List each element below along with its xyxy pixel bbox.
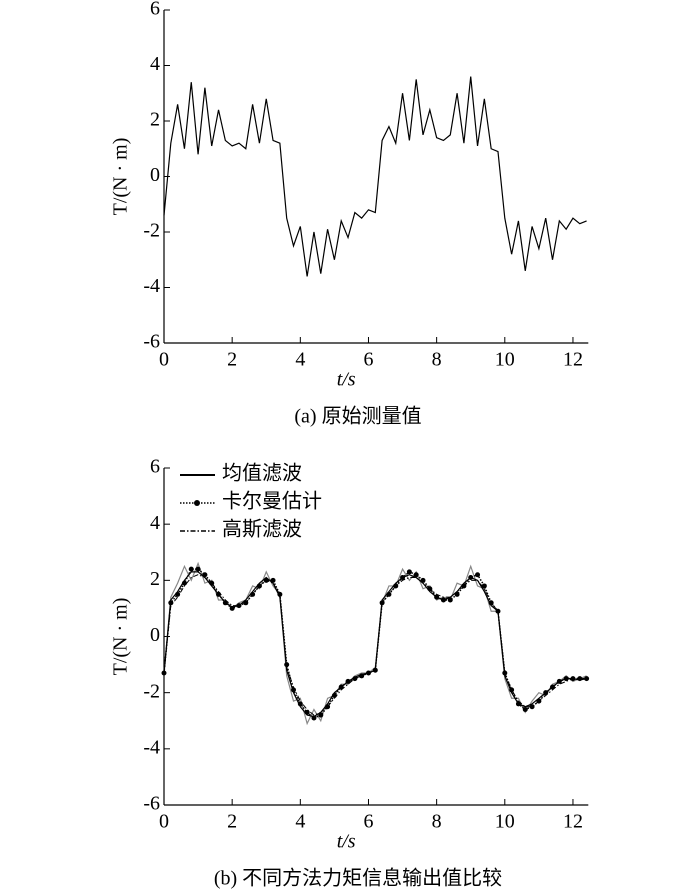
legend-label: 高斯滤波 — [222, 518, 302, 541]
x-tick-label: 4 — [295, 349, 305, 371]
marker — [563, 676, 569, 682]
x-tick-label: 6 — [363, 811, 373, 833]
y-tick-label: -6 — [143, 793, 160, 815]
marker — [236, 603, 242, 609]
y-tick-label: 4 — [150, 512, 160, 534]
marker — [270, 577, 276, 583]
marker — [400, 575, 406, 581]
x-tick-label: 2 — [227, 811, 237, 833]
marker — [168, 600, 174, 606]
x-tick-label: 8 — [432, 349, 442, 371]
x-tick-label: 0 — [159, 349, 169, 371]
x-axis-label: t/s — [337, 831, 356, 853]
marker — [584, 676, 590, 682]
x-tick-label: 8 — [432, 811, 442, 833]
y-tick-label: -2 — [143, 680, 160, 702]
y-tick-label: 6 — [150, 456, 160, 478]
marker — [556, 678, 562, 684]
marker — [468, 575, 474, 581]
marker — [475, 572, 481, 578]
y-axis-label: T/(N · m) — [110, 138, 132, 216]
marker — [577, 676, 583, 682]
x-axis-label: t/s — [337, 369, 356, 391]
caption: (a) 原始测量值 — [294, 405, 421, 428]
marker — [202, 572, 208, 578]
marker — [522, 707, 528, 713]
marker — [188, 566, 194, 572]
x-tick-label: 2 — [227, 349, 237, 371]
legend-label: 均值滤波 — [222, 462, 302, 485]
y-tick-label: -4 — [143, 275, 160, 297]
marker — [297, 701, 303, 707]
y-tick-label: -4 — [143, 736, 160, 758]
caption: (b) 不同方法力矩信息输出值比较 — [214, 867, 502, 890]
series-line — [163, 568, 587, 719]
marker — [229, 605, 235, 611]
series-line — [163, 76, 587, 277]
x-tick-label: 12 — [563, 811, 583, 833]
marker — [372, 667, 378, 673]
legend-label: 卡尔曼估计 — [222, 490, 322, 513]
x-tick-label: 0 — [159, 811, 169, 833]
marker — [413, 572, 419, 578]
marker — [434, 594, 440, 600]
x-tick-label: 4 — [295, 811, 305, 833]
y-tick-label: 4 — [150, 53, 160, 75]
y-tick-label: 0 — [150, 164, 160, 186]
x-tick-label: 12 — [563, 349, 583, 371]
y-tick-label: 0 — [150, 624, 160, 646]
y-tick-label: 2 — [150, 109, 160, 131]
marker — [440, 597, 446, 603]
series-line — [163, 561, 587, 726]
y-axis-label: T/(N · m) — [110, 598, 132, 676]
marker — [406, 569, 412, 575]
series-line — [163, 574, 587, 716]
x-tick-label: 6 — [363, 349, 373, 371]
marker — [447, 597, 453, 603]
y-tick-label: 2 — [150, 568, 160, 590]
marker — [284, 662, 290, 668]
y-tick-label: -2 — [143, 220, 160, 242]
marker — [181, 580, 187, 586]
marker — [195, 566, 201, 572]
x-tick-label: 10 — [495, 811, 515, 833]
legend-marker — [194, 500, 200, 506]
marker — [311, 715, 317, 721]
y-tick-label: 6 — [150, 0, 160, 20]
y-tick-label: -6 — [143, 331, 160, 353]
x-tick-label: 10 — [495, 349, 515, 371]
marker — [318, 712, 324, 718]
series-line — [163, 571, 587, 718]
